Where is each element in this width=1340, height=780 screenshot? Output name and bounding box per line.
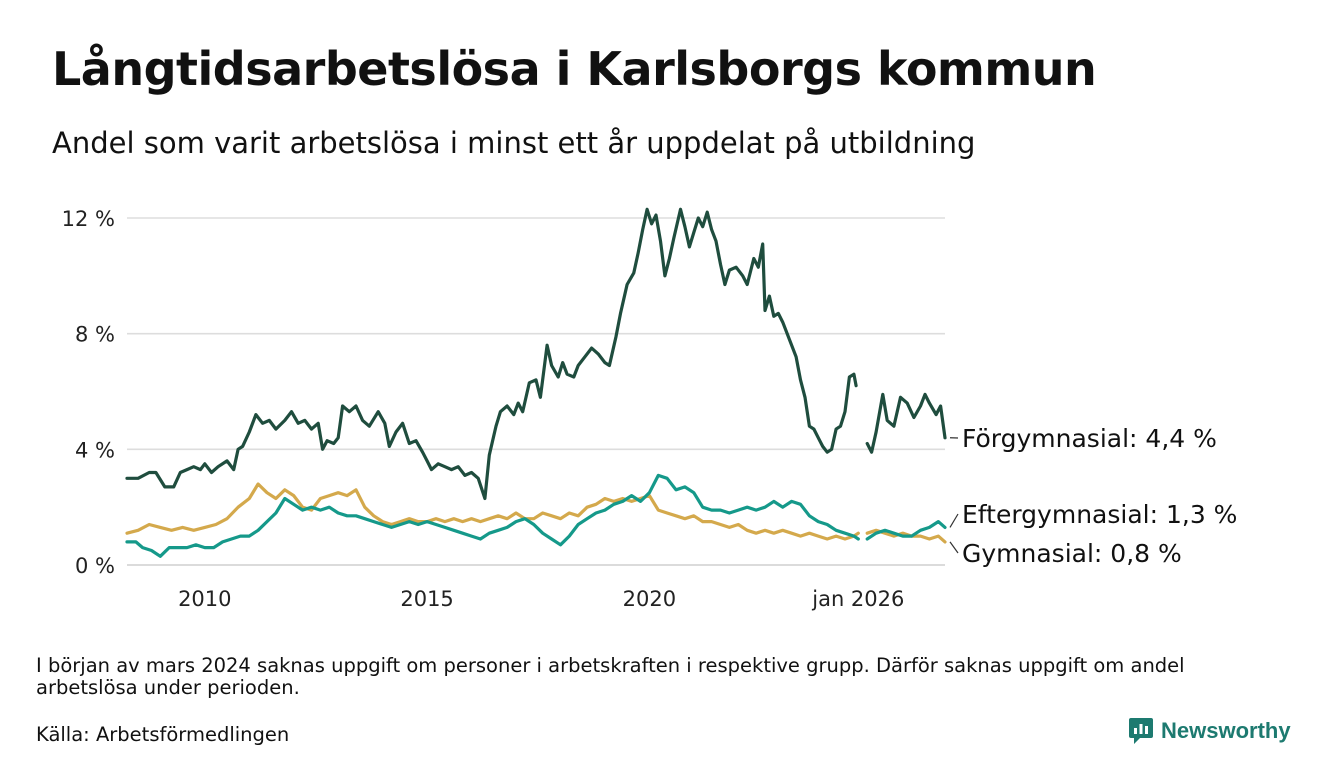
- series-line-gymnasial: [125, 482, 947, 544]
- series-line-eftergymnasial: [125, 473, 947, 558]
- y-axis-tick-labels: 0 % 4 % 8 % 12 %: [62, 207, 115, 578]
- source-text: Källa: Arbetsförmedlingen: [36, 723, 290, 746]
- x-tick-label: 2020: [623, 587, 676, 611]
- series-end-label-förgymnasial: Förgymnasial: 4,4 %: [962, 424, 1217, 453]
- footnote: I början av mars 2024 saknas uppgift om …: [36, 654, 1185, 699]
- brand-name: Newsworthy: [1161, 718, 1291, 743]
- series-line-förgymnasial: [125, 207, 947, 501]
- series-lines: [125, 207, 947, 558]
- line-chart: 0 % 4 % 8 % 12 % 2010 2015 2020 jan 2026 Förgy…: [62, 207, 1238, 611]
- x-axis-tick-labels: 2010 2015 2020 jan 2026: [178, 587, 904, 611]
- x-tick-label: 2010: [178, 587, 231, 611]
- newsworthy-logo: Newsworthy: [1128, 716, 1291, 746]
- label-connector: [949, 513, 959, 528]
- chart-title: Långtidsarbetslösa i Karlsborgs kommun: [52, 42, 1097, 96]
- x-tick-label: jan 2026: [811, 587, 904, 611]
- y-tick-label: 4 %: [75, 438, 115, 462]
- y-tick-label: 0 %: [75, 554, 115, 578]
- y-tick-label: 8 %: [75, 323, 115, 347]
- newsworthy-logo-icon: [1129, 718, 1153, 744]
- chart-subtitle: Andel som varit arbetslösa i minst ett å…: [52, 126, 976, 160]
- series-end-label-eftergymnasial: Eftergymnasial: 1,3 %: [962, 500, 1237, 529]
- series-end-labels: Förgymnasial: 4,4 % Eftergymnasial: 1,3 %…: [949, 424, 1237, 568]
- y-tick-label: 12 %: [62, 207, 115, 231]
- series-end-label-gymnasial: Gymnasial: 0,8 %: [962, 539, 1182, 568]
- gridlines: [127, 217, 945, 566]
- x-tick-label: 2015: [400, 587, 453, 611]
- label-connector: [949, 541, 959, 554]
